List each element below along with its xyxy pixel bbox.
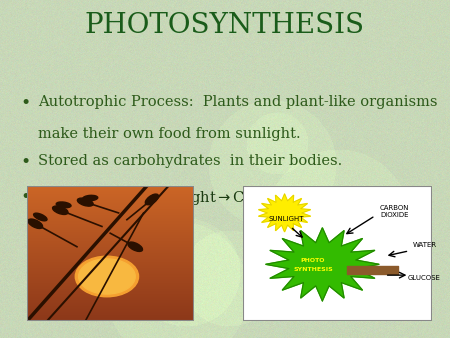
Ellipse shape [79,259,135,294]
Text: Autotrophic Process:  Plants and plant-like organisms: Autotrophic Process: Plants and plant-li… [38,95,438,108]
Text: •: • [20,189,31,206]
Text: CARBON
DIOXIDE: CARBON DIOXIDE [379,205,409,218]
Text: •: • [20,154,31,171]
Text: $\mathdefault{6CO_2 + 6H_2O + sunlight} \rightarrow \mathdefault{C_6H_{12}O_6 + : $\mathdefault{6CO_2 + 6H_2O + sunlight} … [38,189,344,207]
Text: •: • [20,95,31,112]
Text: WATER: WATER [412,242,436,248]
Text: GLUCOSE: GLUCOSE [408,275,441,281]
Text: SUNLIGHT: SUNLIGHT [269,216,304,222]
Ellipse shape [145,194,158,205]
Text: SYNTHESIS: SYNTHESIS [293,267,333,272]
Ellipse shape [28,219,43,228]
Ellipse shape [83,195,98,201]
Ellipse shape [77,198,93,206]
Text: Stored as carbohydrates  in their bodies.: Stored as carbohydrates in their bodies. [38,154,342,168]
Text: PHOTOSYNTHESIS: PHOTOSYNTHESIS [85,12,365,39]
Ellipse shape [75,256,139,297]
Ellipse shape [56,202,71,208]
Text: make their own food from sunlight.: make their own food from sunlight. [38,127,301,141]
Polygon shape [258,194,310,232]
Ellipse shape [34,213,47,221]
Ellipse shape [128,242,143,251]
Ellipse shape [53,206,68,214]
Polygon shape [266,228,379,301]
Text: PHOTO: PHOTO [301,258,325,263]
